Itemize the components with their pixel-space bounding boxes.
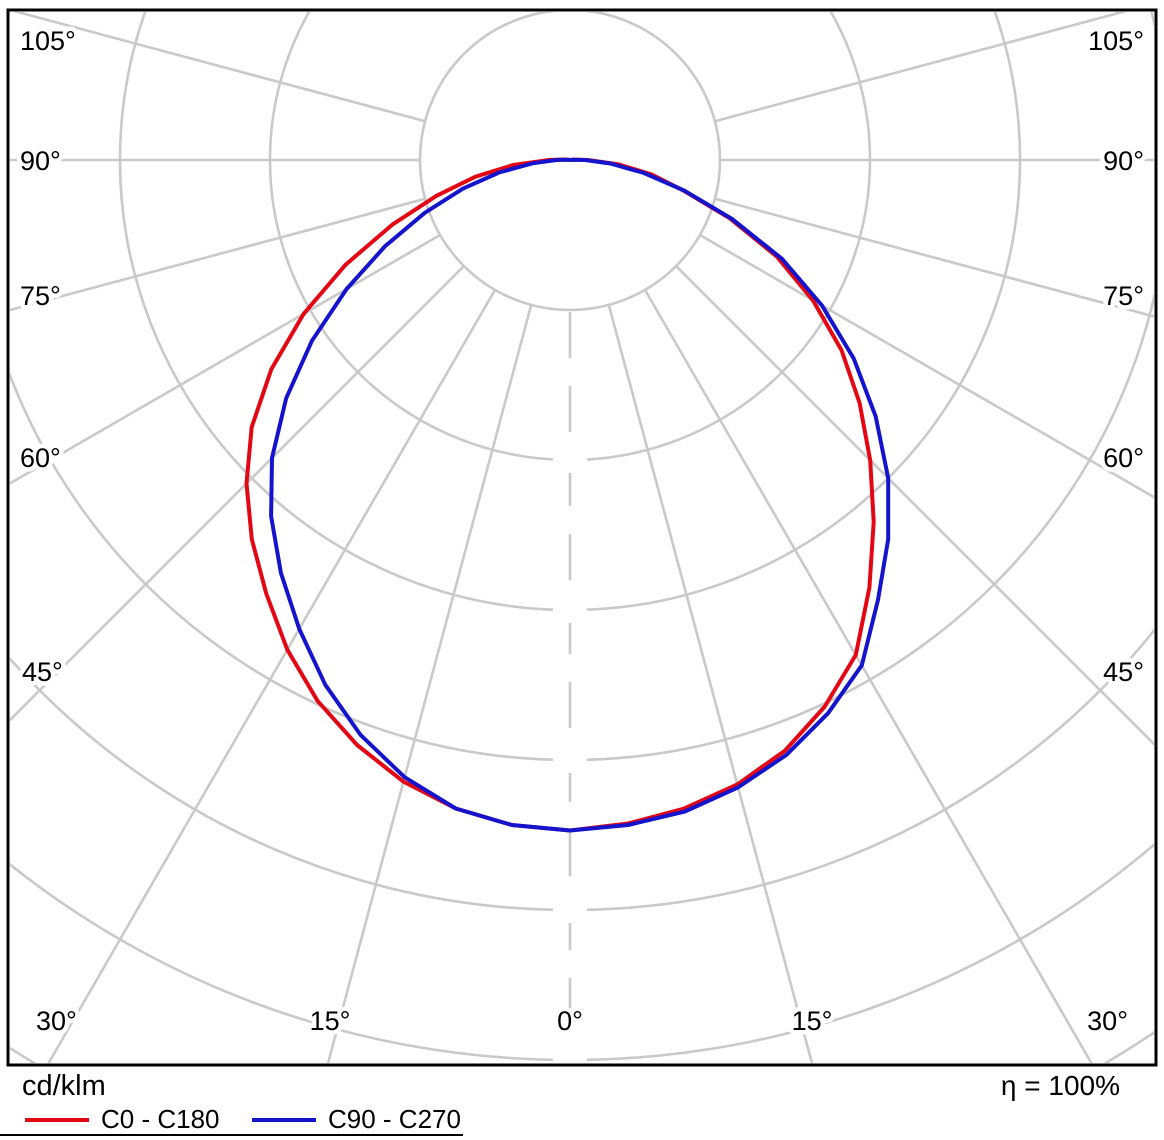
legend-label-c90-c270: C90 - C270 xyxy=(328,1104,461,1134)
angle-label: 90° xyxy=(1103,146,1144,176)
angle-label: 60° xyxy=(20,443,61,473)
grid-radial-line xyxy=(607,304,814,1063)
legend-label-c0-c180: C0 - C180 xyxy=(101,1104,220,1134)
ring-label-gap xyxy=(553,597,587,623)
angle-label: 90° xyxy=(20,146,61,176)
curve-c90-c270 xyxy=(269,157,891,833)
grid-circle xyxy=(118,12,1022,612)
angle-label: 75° xyxy=(1103,281,1144,311)
grid-radial-line xyxy=(675,265,1154,746)
grid-radial-line xyxy=(714,197,1154,318)
curve-c0-c180 xyxy=(244,157,876,833)
angle-label: 45° xyxy=(1103,657,1144,687)
ring-label-gap xyxy=(553,897,587,923)
angle-label: 30° xyxy=(1087,1006,1128,1036)
angle-label: 15° xyxy=(792,1006,833,1036)
grid-radial-line xyxy=(326,304,533,1063)
angle-label: 15° xyxy=(310,1006,351,1036)
grid-circle xyxy=(10,12,1154,762)
grid-radial-line xyxy=(714,12,1128,123)
legend-item-c0-c180: C0 - C180 xyxy=(25,1104,220,1135)
angle-label: 45° xyxy=(22,657,63,687)
grid-radial-line xyxy=(643,289,1093,1063)
legend-item-c90-c270: C90 - C270 xyxy=(252,1104,461,1135)
c90-c270-line-swatch xyxy=(252,1117,316,1122)
angle-label: 30° xyxy=(36,1006,77,1036)
efficiency-value: η = 100% xyxy=(1000,1070,1120,1101)
ring-label-gap xyxy=(553,1047,587,1063)
unit-label: cd/klm xyxy=(22,1070,106,1102)
grid-radial-line xyxy=(10,265,465,722)
c0-c180-line-swatch xyxy=(25,1117,89,1122)
grid-radial-line xyxy=(12,12,426,123)
legend-underline xyxy=(0,1134,463,1136)
angle-label: 75° xyxy=(20,281,61,311)
ring-label-gap xyxy=(553,747,587,773)
grid-radial-line xyxy=(10,197,426,312)
grid-radial-line xyxy=(699,233,1154,499)
ring-label-gap xyxy=(553,447,587,473)
grid-radial-line xyxy=(47,289,497,1063)
angle-label: 60° xyxy=(1103,443,1144,473)
grid-radial-line xyxy=(10,233,441,485)
angle-label: 105° xyxy=(20,26,76,56)
angle-label: 105° xyxy=(1088,26,1144,56)
plot-border xyxy=(6,8,1158,1067)
angle-label: 0° xyxy=(557,1006,583,1036)
